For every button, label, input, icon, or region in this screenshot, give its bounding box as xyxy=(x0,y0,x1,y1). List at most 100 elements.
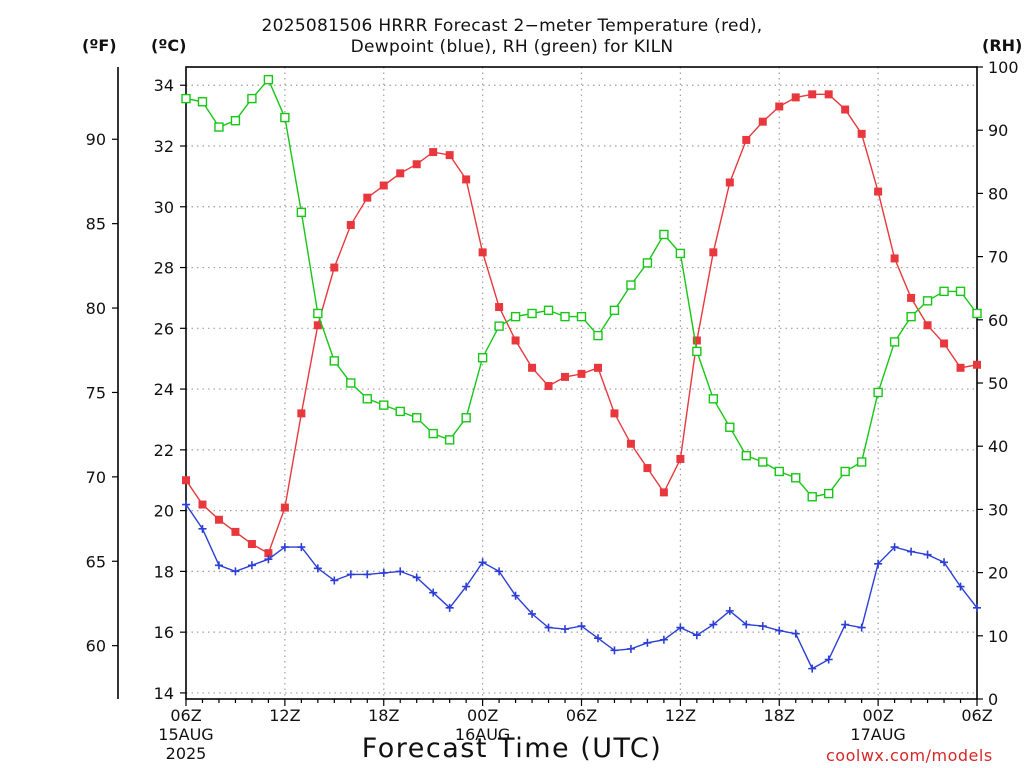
rh-point xyxy=(741,450,751,461)
rh-point xyxy=(428,428,438,439)
dewpoint-point xyxy=(659,635,668,644)
rh-point xyxy=(494,321,504,331)
x-tick-label: 12Z xyxy=(665,706,696,725)
temperature-point xyxy=(264,549,273,558)
dewpoint-point xyxy=(874,559,883,568)
rh-point xyxy=(873,387,883,398)
rh-point xyxy=(906,311,916,322)
dewpoint-point xyxy=(643,638,652,647)
fahrenheit-tick-label: 80 xyxy=(86,299,106,318)
fahrenheit-tick-label: 65 xyxy=(86,552,106,571)
rh-point xyxy=(263,74,274,85)
temperature-point xyxy=(214,515,223,524)
temperature-point xyxy=(593,363,602,372)
source-credit: coolwx.com/models xyxy=(826,746,993,765)
temperature-point xyxy=(247,540,256,549)
rh-point xyxy=(346,378,356,388)
rh-point xyxy=(626,280,636,290)
rh-point xyxy=(593,330,603,341)
rh-tick-label: 20 xyxy=(988,564,1008,583)
dewpoint-point xyxy=(214,561,223,570)
dewpoint-point xyxy=(280,543,289,552)
temperature-point xyxy=(445,151,454,160)
rh-point xyxy=(659,229,669,240)
dewpoint-point xyxy=(330,576,339,585)
celsius-tick-label: 28 xyxy=(154,259,174,278)
temperature-point xyxy=(346,221,355,229)
dewpoint-point xyxy=(857,623,866,632)
fahrenheit-tick-label: 90 xyxy=(86,130,106,149)
chart-title-line-1: 2025081506 HRRR Forecast 2−meter Tempera… xyxy=(261,16,763,36)
temperature-point xyxy=(280,503,289,512)
temperature-point xyxy=(297,409,306,418)
dewpoint-point xyxy=(379,568,388,577)
fahrenheit-axis-unit: (ºF) xyxy=(82,36,117,55)
temperature-point xyxy=(907,293,916,302)
dewpoint-point xyxy=(297,543,306,552)
temperature-point xyxy=(544,382,553,391)
x-tick-sublabel: 2025 xyxy=(166,744,207,763)
rh-tick-label: 90 xyxy=(988,121,1008,140)
dewpoint-point xyxy=(692,631,701,640)
chart-title-line-2: Dewpoint (blue), RH (green) for KILN xyxy=(350,37,674,57)
rh-point xyxy=(972,308,982,319)
rh-point xyxy=(296,207,307,218)
x-tick-sublabel: 17AUG xyxy=(850,725,905,744)
dewpoint-point xyxy=(775,626,784,635)
rh-point xyxy=(329,356,340,366)
rh-point xyxy=(444,435,455,445)
dewpoint-point xyxy=(363,570,372,579)
dewpoint-point xyxy=(182,500,190,509)
temperature-point xyxy=(396,169,405,178)
temperature-point xyxy=(857,129,866,138)
rh-point xyxy=(280,112,290,123)
temperature-point xyxy=(791,93,800,102)
rh-point xyxy=(856,457,867,467)
temperature-point xyxy=(841,105,850,114)
dewpoint-point xyxy=(610,646,619,655)
rh-tick-label: 30 xyxy=(988,500,1008,519)
dewpoint-point xyxy=(412,573,421,582)
celsius-tick-label: 34 xyxy=(154,76,174,95)
rh-tick-label: 0 xyxy=(988,690,998,709)
temperature-point xyxy=(973,360,981,369)
x-tick-label: 12Z xyxy=(269,706,300,725)
dewpoint-point xyxy=(808,664,817,673)
dewpoint-point xyxy=(544,623,553,632)
celsius-tick-label: 16 xyxy=(154,623,174,642)
temperature-point xyxy=(561,372,570,381)
rh-point xyxy=(379,400,389,410)
rh-point xyxy=(889,337,900,347)
rh-point xyxy=(642,258,653,268)
temperature-point xyxy=(940,339,949,348)
x-tick-sublabel: 16AUG xyxy=(455,725,510,744)
temperature-point xyxy=(313,321,322,330)
fahrenheit-tick-label: 60 xyxy=(86,637,106,656)
temperature-series-line xyxy=(185,93,978,555)
temperature-point xyxy=(676,454,685,463)
temperature-point xyxy=(511,336,520,345)
temperature-point xyxy=(577,369,586,378)
rh-point xyxy=(939,286,949,297)
dewpoint-point xyxy=(725,606,734,615)
dewpoint-point xyxy=(676,623,685,632)
dewpoint-point xyxy=(758,622,767,631)
dewpoint-point xyxy=(231,567,240,576)
temperature-point xyxy=(462,175,471,184)
dewpoint-point xyxy=(923,550,932,559)
x-tick-label: 00Z xyxy=(467,706,498,725)
temperature-point xyxy=(330,263,339,272)
celsius-tick-label: 14 xyxy=(154,684,174,703)
dewpoint-point xyxy=(346,570,355,579)
temperature-point xyxy=(742,135,751,144)
rh-point xyxy=(576,311,587,322)
temperature-point xyxy=(874,187,883,196)
celsius-axis-unit: (ºC) xyxy=(151,36,187,55)
rh-point xyxy=(758,457,768,467)
celsius-tick-label: 20 xyxy=(154,502,174,521)
dewpoint-point xyxy=(247,561,256,570)
dewpoint-point xyxy=(313,564,322,573)
temperature-point xyxy=(709,248,718,257)
x-tick-label: 06Z xyxy=(170,706,201,725)
